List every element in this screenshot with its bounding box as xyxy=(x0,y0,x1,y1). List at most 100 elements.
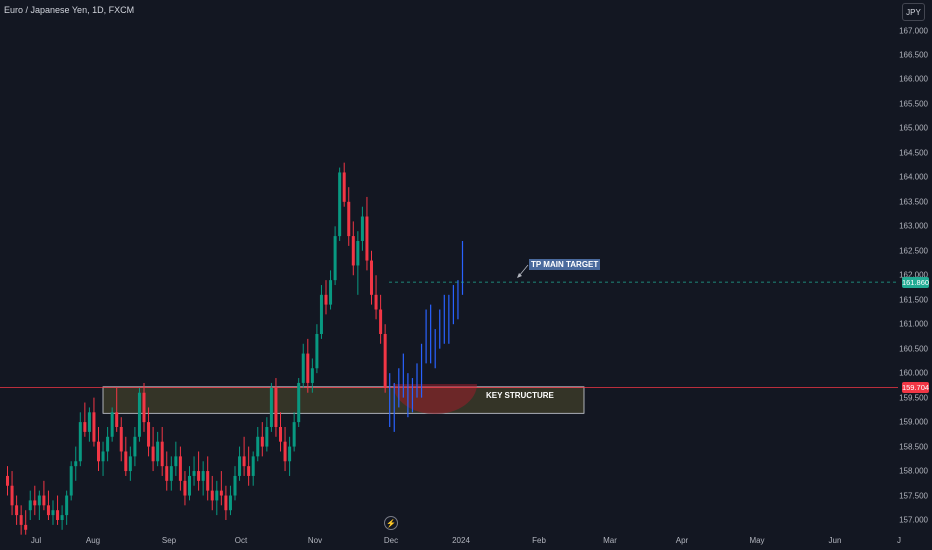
candle xyxy=(151,446,155,462)
candle xyxy=(206,471,210,491)
price-tick-label: 157.000 xyxy=(899,515,928,525)
candle xyxy=(142,392,146,423)
candle xyxy=(42,495,46,506)
candle xyxy=(137,392,141,437)
candle xyxy=(374,294,378,310)
price-tick-label: 160.500 xyxy=(899,344,928,354)
price-tick-label: 162.500 xyxy=(899,246,928,256)
candle xyxy=(288,446,292,462)
target-price-tag: 161.860 xyxy=(901,276,930,288)
candle xyxy=(347,201,351,237)
candle xyxy=(6,475,9,486)
candle xyxy=(351,236,355,266)
price-tick-label: 162.000 xyxy=(899,270,928,280)
candle xyxy=(356,240,360,266)
candle xyxy=(310,368,314,383)
time-tick-label: J xyxy=(897,536,901,545)
time-tick-label: Aug xyxy=(85,536,101,545)
price-tick-label: 159.000 xyxy=(899,417,928,427)
candle xyxy=(228,495,232,511)
candle xyxy=(165,466,169,481)
candle xyxy=(324,294,328,305)
price-tick-label: 164.500 xyxy=(899,148,928,158)
time-tick-label: Apr xyxy=(675,536,689,545)
candle xyxy=(115,412,119,427)
candle xyxy=(178,456,182,481)
flash-icon[interactable]: ⚡ xyxy=(384,516,398,530)
candle xyxy=(201,471,205,481)
time-tick-label: Feb xyxy=(532,536,546,545)
candle xyxy=(219,490,223,496)
candle xyxy=(33,500,37,506)
candle xyxy=(174,456,178,467)
time-tick-label: Jul xyxy=(30,536,42,545)
key-structure-zone xyxy=(102,386,585,414)
candle xyxy=(106,436,110,452)
candle xyxy=(60,515,64,520)
time-tick-label: 2024 xyxy=(452,536,470,545)
candle xyxy=(87,412,91,432)
price-tick-label: 166.000 xyxy=(899,74,928,84)
price-tick-label: 166.500 xyxy=(899,50,928,60)
tp-arrow-head xyxy=(517,273,522,278)
candle xyxy=(210,490,214,501)
symbol-title: Euro / Japanese Yen, 1D, FXCM xyxy=(4,5,135,15)
candle xyxy=(319,294,323,334)
candle xyxy=(10,485,14,506)
candle xyxy=(383,333,387,388)
price-tick-label: 165.500 xyxy=(899,99,928,109)
candle xyxy=(301,353,305,383)
time-tick-label: Oct xyxy=(234,536,248,545)
candle xyxy=(338,172,342,237)
candle xyxy=(51,510,55,516)
candle xyxy=(147,422,151,447)
time-tick-label: Jun xyxy=(828,536,842,545)
candle xyxy=(292,422,296,447)
time-tick-label: Sep xyxy=(161,536,177,545)
time-tick-label: May xyxy=(749,536,765,545)
candle xyxy=(260,436,264,447)
candle xyxy=(128,456,132,472)
price-tick-label: 164.000 xyxy=(899,172,928,182)
key-structure-label: KEY STRUCTURE xyxy=(486,391,554,400)
candle xyxy=(370,260,373,295)
candle xyxy=(37,495,41,506)
time-tick-label: Dec xyxy=(383,536,399,545)
candle xyxy=(24,524,28,530)
price-tick-label: 158.000 xyxy=(899,466,928,476)
candle xyxy=(197,471,201,481)
price-tick-label: 159.500 xyxy=(899,393,928,403)
candle xyxy=(46,505,50,516)
candle xyxy=(224,495,228,511)
candle xyxy=(97,441,100,462)
price-tick-label: 163.000 xyxy=(899,221,928,231)
candle xyxy=(78,422,82,462)
candle xyxy=(28,500,32,511)
price-tick-label: 167.000 xyxy=(899,26,928,35)
time-tick-label: Nov xyxy=(307,536,323,545)
candle xyxy=(101,451,105,462)
candle xyxy=(247,466,251,476)
candle xyxy=(342,172,346,202)
price-tick-label: 157.500 xyxy=(899,491,928,501)
candle xyxy=(315,333,319,369)
currency-button[interactable]: JPY xyxy=(902,3,925,21)
price-tick-label: 161.000 xyxy=(899,319,928,329)
candle xyxy=(279,426,282,442)
candle xyxy=(360,216,364,241)
candle xyxy=(329,280,333,305)
candle xyxy=(283,441,287,462)
candle xyxy=(74,461,78,467)
candle xyxy=(65,495,69,516)
candle xyxy=(56,510,60,520)
candle xyxy=(124,451,128,472)
price-tick-label: 163.500 xyxy=(899,197,928,207)
candle xyxy=(192,471,196,476)
tp-arrow xyxy=(518,264,529,277)
candle xyxy=(242,456,246,467)
candle xyxy=(274,387,278,427)
candle xyxy=(110,412,114,437)
candle xyxy=(251,456,255,476)
candle xyxy=(156,441,160,462)
